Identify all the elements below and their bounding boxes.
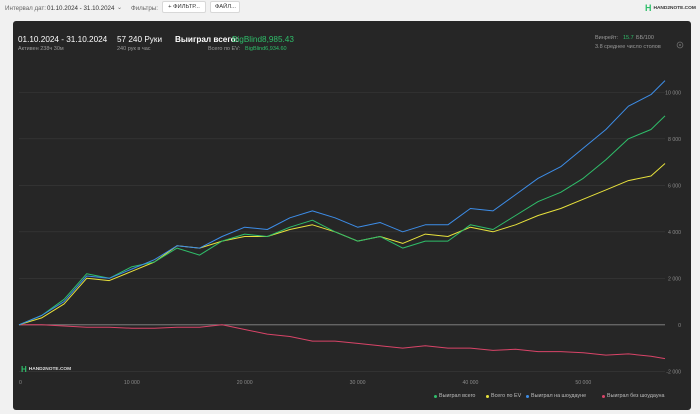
file-button[interactable]: ФАЙЛ... (210, 1, 240, 13)
x-tick-label: 40 000 (462, 380, 478, 386)
legend-dot-ev (486, 394, 489, 398)
won-total-value: BigBlind8,985.43 (232, 35, 294, 44)
legend-label-ev: Всего по EV (491, 393, 522, 399)
filters-label: Фильтры: (131, 5, 158, 12)
summary-hands: 57 240 Руки (117, 35, 163, 44)
legend-item-ev[interactable]: Всего по EV (486, 393, 521, 399)
y-tick-label: 6 000 (668, 183, 681, 189)
logo-icon: H (645, 3, 652, 13)
winrate-value: 15.7 (623, 35, 634, 41)
series-line-non-showdown (19, 324, 666, 360)
watermark-text: HAND2NOTE.COM (28, 367, 72, 372)
won-total-label: Выиграл всего: (175, 35, 239, 44)
legend-label-won: Выиграл всего (439, 393, 476, 399)
graph-panel: 01.10.2024 - 31.10.2024 Активен 238ч 30м… (13, 21, 691, 410)
top-toolbar: Интервал дат: 01.10.2024 - 31.10.2024 ⌄ … (0, 0, 700, 17)
y-tick-label: 4 000 (668, 230, 681, 236)
y-tick-label: 8 000 (668, 137, 681, 143)
watermark-logo-icon: H (21, 365, 27, 374)
brand-logo: H HAND2NOTE.COM (645, 3, 696, 13)
add-filter-button[interactable]: + ФИЛЬТР... (162, 1, 206, 13)
legend-item-won[interactable]: Выиграл всего (434, 393, 475, 399)
x-tick-label: 10 000 (124, 380, 140, 386)
x-tick-label: 20 000 (237, 380, 253, 386)
winrate-unit: ББ/100 (636, 35, 654, 41)
logo-text: HAND2NOTE.COM (653, 5, 696, 11)
chevron-down-icon[interactable]: ⌄ (117, 5, 123, 11)
legend-label-non-showdown: Выиграл без шоудауна (607, 393, 665, 399)
legend-dot-won (434, 394, 437, 398)
series-line-won (18, 115, 666, 326)
legend-item-non-showdown[interactable]: Выиграл без шоудауна (602, 393, 665, 399)
gear-icon[interactable] (676, 36, 684, 54)
watermark-logo: H HAND2NOTE.COM (21, 365, 71, 374)
ev-total-label: Всего по EV: (208, 46, 241, 52)
summary-active-time: Активен 238ч 30м (18, 46, 64, 52)
profit-chart: -2 000 0 2 000 4 000 6 000 8 000 10 000 0 10 000… (18, 80, 681, 386)
y-tick-label: 2 000 (668, 276, 681, 282)
summary-dates: 01.10.2024 - 31.10.2024 (18, 35, 108, 44)
legend-item-showdown[interactable]: Выиграл на шоудауне (526, 393, 586, 399)
x-tick-label: 30 000 (350, 380, 366, 386)
series-line-showdown (18, 80, 666, 326)
winrate-label: Винрейт: (595, 35, 619, 41)
legend-dot-non-showdown (602, 394, 605, 398)
legend-label-showdown: Выиграл на шоудауне (531, 393, 587, 399)
interval-label: Интервал дат: (5, 5, 46, 12)
ev-total-value: BigBlind6,934.60 (245, 46, 287, 52)
x-tick-label: 0 (19, 380, 22, 386)
y-tick-label: 0 (678, 323, 681, 329)
y-tick-label: 10 000 (665, 90, 681, 96)
y-tick-label: -2 000 (666, 369, 681, 375)
legend-dot-showdown (526, 394, 529, 398)
avg-tables: 3.8 среднее число столов (595, 44, 661, 50)
summary-hands-per-hour: 240 рук в час (117, 46, 151, 52)
date-range-select[interactable]: 01.10.2024 - 31.10.2024 (47, 5, 115, 12)
x-tick-label: 50 000 (575, 380, 591, 386)
